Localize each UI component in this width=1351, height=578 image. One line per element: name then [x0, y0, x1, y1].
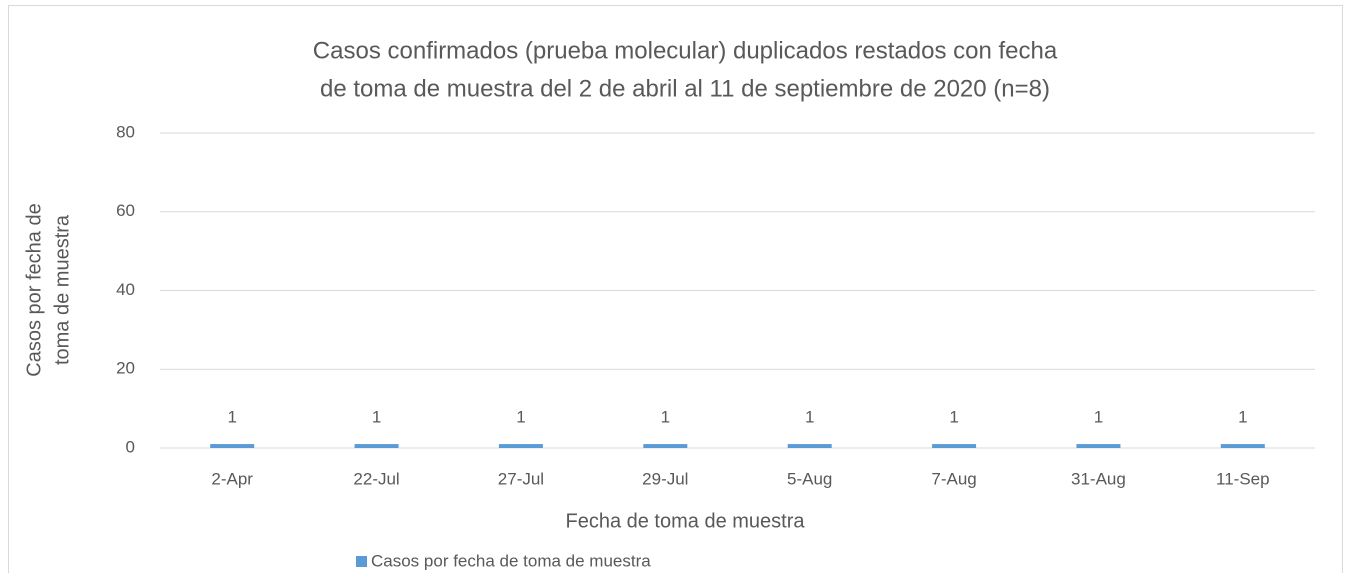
legend-swatch — [356, 556, 367, 567]
x-axis-title: Fecha de toma de muestra — [565, 510, 805, 532]
bar — [932, 444, 977, 448]
data-label: 1 — [1238, 408, 1247, 427]
y-tick-label: 0 — [126, 437, 135, 456]
chart-title: de toma de muestra del 2 de abril al 11 … — [320, 75, 1050, 102]
x-tick-label: 11-Sep — [1216, 469, 1270, 488]
y-tick-label: 80 — [116, 122, 135, 141]
data-label: 1 — [516, 408, 525, 427]
chart-border — [8, 5, 1343, 578]
y-tick-label: 60 — [116, 201, 135, 220]
bar — [1220, 444, 1265, 448]
x-tick-label: 5-Aug — [787, 469, 832, 488]
data-label: 1 — [805, 408, 814, 427]
bar — [354, 444, 399, 448]
data-label: 1 — [227, 408, 236, 427]
x-tick-label: 2-Apr — [211, 469, 253, 488]
data-label: 1 — [372, 408, 381, 427]
x-tick-label: 27-Jul — [498, 469, 544, 488]
chart-title: Casos confirmados (prueba molecular) dup… — [313, 37, 1058, 64]
x-tick-label: 22-Jul — [353, 469, 399, 488]
y-tick-label: 20 — [116, 359, 135, 378]
bar — [787, 444, 832, 448]
x-tick-label: 29-Jul — [642, 469, 688, 488]
data-label: 1 — [661, 408, 670, 427]
y-tick-label: 40 — [116, 280, 135, 299]
data-label: 1 — [949, 408, 958, 427]
bar — [498, 444, 543, 448]
bar — [210, 444, 255, 448]
legend-label: Casos por fecha de toma de muestra — [371, 551, 651, 570]
data-label: 1 — [1094, 408, 1103, 427]
x-tick-label: 7-Aug — [931, 469, 976, 488]
y-axis-title: toma de muestra — [51, 214, 73, 365]
bar — [1076, 444, 1121, 448]
y-axis-title: Casos por fecha de — [23, 203, 45, 376]
x-tick-label: 31-Aug — [1071, 469, 1126, 488]
bar — [643, 444, 688, 448]
